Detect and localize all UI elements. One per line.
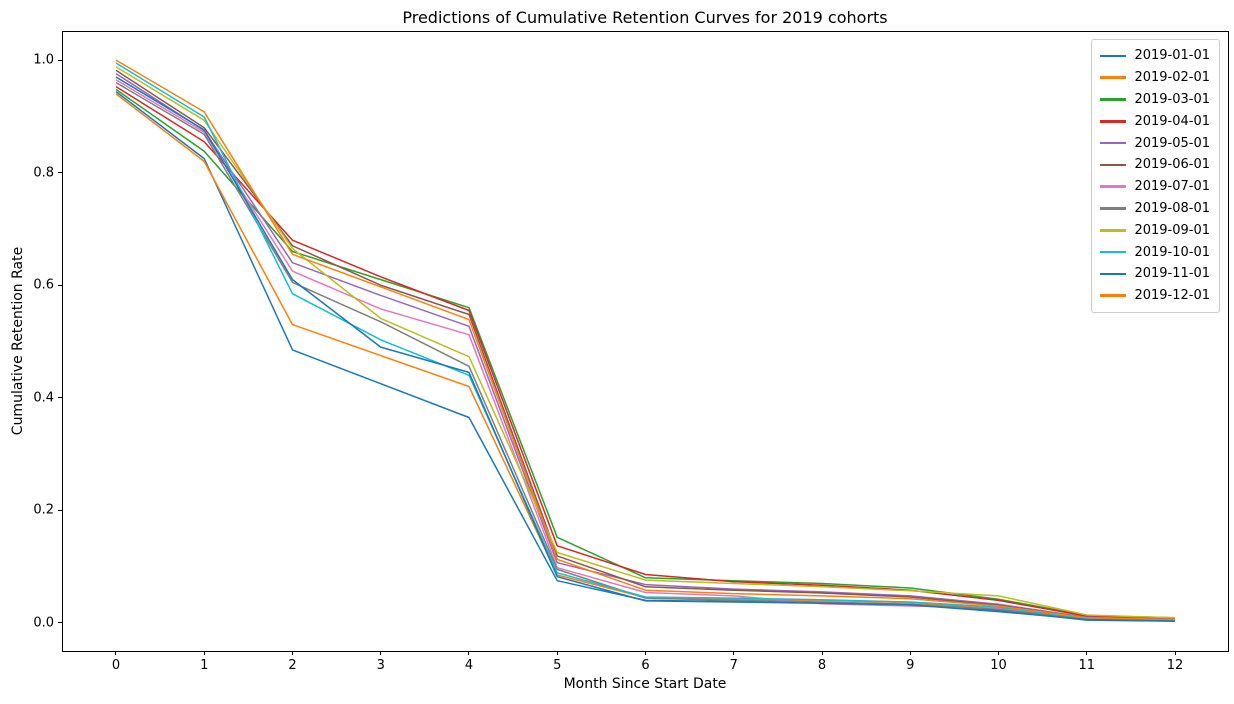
x-tick-mark: [468, 651, 470, 655]
y-tick-mark: [58, 284, 62, 286]
legend-entry: 2019-03-01: [1100, 89, 1210, 111]
legend-entry: 2019-04-01: [1100, 110, 1210, 132]
x-tick-mark: [998, 651, 1000, 655]
x-tick-mark: [909, 651, 911, 655]
legend-entry: 2019-09-01: [1100, 219, 1210, 241]
legend-swatch-2019-04-01: [1100, 120, 1127, 123]
legend-label: 2019-07-01: [1134, 179, 1210, 195]
legend-label: 2019-01-01: [1134, 48, 1210, 64]
x-tick-label: 7: [729, 658, 738, 673]
legend-entry: 2019-11-01: [1100, 263, 1210, 285]
x-tick-mark: [115, 651, 117, 655]
legend-swatch-2019-08-01: [1100, 207, 1127, 210]
x-tick-mark: [1174, 651, 1176, 655]
y-tick-mark: [58, 172, 62, 174]
x-tick-label: 1: [200, 658, 209, 673]
y-tick-label: 0.0: [33, 615, 54, 631]
x-tick-mark: [203, 651, 205, 655]
legend-entry: 2019-08-01: [1100, 198, 1210, 220]
legend-label: 2019-02-01: [1134, 70, 1210, 86]
legend-swatch-2019-02-01: [1100, 76, 1127, 79]
x-tick-mark: [733, 651, 735, 655]
legend-entry: 2019-10-01: [1100, 241, 1210, 263]
x-tick-label: 2: [288, 658, 297, 673]
x-tick-mark: [821, 651, 823, 655]
y-tick-mark: [58, 622, 62, 624]
legend: 2019-01-01 2019-02-01 2019-03-01 2019-04-01…: [1091, 39, 1220, 313]
legend-label: 2019-05-01: [1134, 135, 1210, 151]
y-tick-label: 1.0: [33, 52, 54, 68]
x-tick-mark: [645, 651, 646, 655]
legend-label: 2019-12-01: [1134, 288, 1210, 304]
legend-label: 2019-10-01: [1134, 244, 1210, 260]
x-tick-label: 11: [1078, 658, 1096, 673]
y-tick-label: 0.2: [33, 502, 54, 518]
legend-swatch-2019-10-01: [1100, 250, 1127, 254]
y-tick-mark: [58, 509, 62, 511]
x-tick-mark: [1086, 651, 1088, 655]
legend-swatch-2019-06-01: [1100, 163, 1127, 167]
x-tick-mark: [291, 651, 293, 655]
legend-swatch-2019-07-01: [1100, 185, 1127, 188]
x-tick-label: 9: [906, 658, 915, 673]
legend-swatch-2019-03-01: [1100, 98, 1127, 101]
legend-swatch-2019-09-01: [1100, 229, 1127, 232]
legend-swatch-2019-01-01: [1100, 54, 1127, 58]
legend-label: 2019-09-01: [1134, 222, 1210, 238]
y-tick-label: 0.8: [33, 165, 54, 181]
legend-entry: 2019-01-01: [1100, 45, 1210, 67]
x-axis-label: Month Since Start Date: [563, 676, 727, 692]
x-tick-mark: [380, 651, 382, 655]
legend-entry: 2019-05-01: [1100, 132, 1210, 154]
x-tick-label: 4: [464, 658, 474, 673]
x-tick-mark: [556, 651, 558, 655]
y-tick-label: 0.4: [33, 390, 54, 406]
legend-entry: 2019-12-01: [1100, 285, 1210, 307]
x-tick-label: 8: [817, 658, 827, 673]
plot-area: [62, 31, 1229, 652]
x-tick-label: 3: [376, 658, 385, 673]
legend-entry: 2019-07-01: [1100, 176, 1210, 198]
legend-swatch-2019-05-01: [1100, 141, 1127, 145]
x-tick-label: 5: [553, 658, 562, 673]
legend-label: 2019-03-01: [1134, 91, 1210, 107]
x-tick-label: 6: [641, 658, 650, 673]
legend-label: 2019-04-01: [1134, 113, 1210, 129]
y-axis-label: Cumulative Retention Rate: [10, 246, 26, 436]
x-tick-label: 12: [1166, 658, 1184, 673]
legend-label: 2019-06-01: [1134, 157, 1210, 173]
legend-entry: 2019-02-01: [1100, 67, 1210, 89]
x-tick-label: 0: [111, 658, 121, 673]
legend-entry: 2019-06-01: [1100, 154, 1210, 176]
y-tick-label: 0.6: [33, 277, 54, 293]
chart-title: Predictions of Cumulative Retention Curv…: [402, 8, 888, 27]
legend-swatch-2019-11-01: [1100, 272, 1127, 276]
legend-swatch-2019-12-01: [1100, 294, 1127, 297]
legend-label: 2019-11-01: [1134, 266, 1210, 282]
y-tick-mark: [58, 397, 62, 399]
legend-label: 2019-08-01: [1134, 200, 1210, 216]
x-tick-label: 10: [990, 658, 1007, 673]
y-tick-mark: [58, 59, 62, 61]
